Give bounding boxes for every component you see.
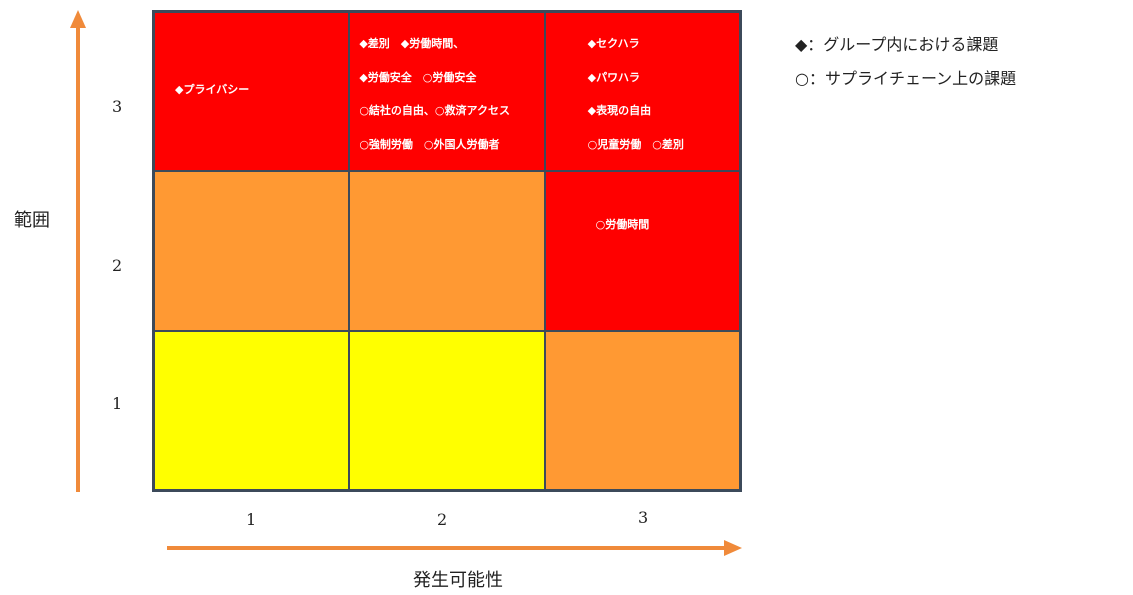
cell-item: ◆差別 ◆労働時間、 xyxy=(359,37,465,50)
cell-r1c2 xyxy=(349,330,545,490)
y-tick-1: 1 xyxy=(112,394,123,413)
cell-item: ◆表現の自由 xyxy=(587,104,652,117)
y-axis-title: 範囲 xyxy=(14,210,50,231)
legend: ◆：グループ内における課題 ○：サプライチェーン上の課題 xyxy=(795,28,1016,96)
cell-r3c2-items: ◆差別 ◆労働時間、 ◆労働安全 ○労働安全 ○結社の自由、○救済アクセス ○強… xyxy=(350,13,543,170)
cell-r2c3-items: ○労働時間 xyxy=(546,172,739,329)
y-axis-arrow xyxy=(70,10,86,492)
cell-r3c1-items: ◆プライバシー xyxy=(155,13,348,170)
cell-item: ○児童労働 ○差別 xyxy=(587,138,684,151)
y-tick-2: 2 xyxy=(112,256,123,275)
cell-r3c3-items: ◆セクハラ ◆パワハラ ◆表現の自由 ○児童労働 ○差別 xyxy=(546,13,739,170)
cell-item: ◆プライバシー xyxy=(175,83,250,96)
x-tick-3: 3 xyxy=(638,508,649,527)
matrix-grid: ◆プライバシー ◆差別 ◆労働時間、 ◆労働安全 ○労働安全 ○結社の自由、○救… xyxy=(152,10,742,492)
cell-r2c1 xyxy=(154,171,350,331)
x-tick-2: 2 xyxy=(437,510,448,529)
cell-r3c3: ◆セクハラ ◆パワハラ ◆表現の自由 ○児童労働 ○差別 xyxy=(544,12,740,172)
cell-item: ○結社の自由、○救済アクセス xyxy=(359,104,510,117)
legend-group-issues: ◆：グループ内における課題 xyxy=(795,35,999,54)
x-axis-title: 発生可能性 xyxy=(413,570,503,591)
cell-r2c3: ○労働時間 xyxy=(544,171,740,331)
x-axis-arrow xyxy=(167,540,742,556)
cell-r1c1 xyxy=(154,330,350,490)
cell-r3c2: ◆差別 ◆労働時間、 ◆労働安全 ○労働安全 ○結社の自由、○救済アクセス ○強… xyxy=(349,12,545,172)
cell-item: ◆セクハラ xyxy=(587,37,640,50)
cell-r2c2 xyxy=(349,171,545,331)
y-tick-3: 3 xyxy=(112,97,123,116)
cell-item: ○強制労働 ○外国人労働者 xyxy=(359,138,500,151)
cell-item: ◆労働安全 ○労働安全 xyxy=(359,71,477,84)
cell-r1c3 xyxy=(544,330,740,490)
cell-item: ○労働時間 xyxy=(595,218,650,232)
cell-item: ◆パワハラ xyxy=(587,71,641,84)
x-tick-1: 1 xyxy=(246,510,257,529)
cell-r3c1: ◆プライバシー xyxy=(154,12,350,172)
legend-supply-chain-issues: ○：サプライチェーン上の課題 xyxy=(795,69,1017,88)
